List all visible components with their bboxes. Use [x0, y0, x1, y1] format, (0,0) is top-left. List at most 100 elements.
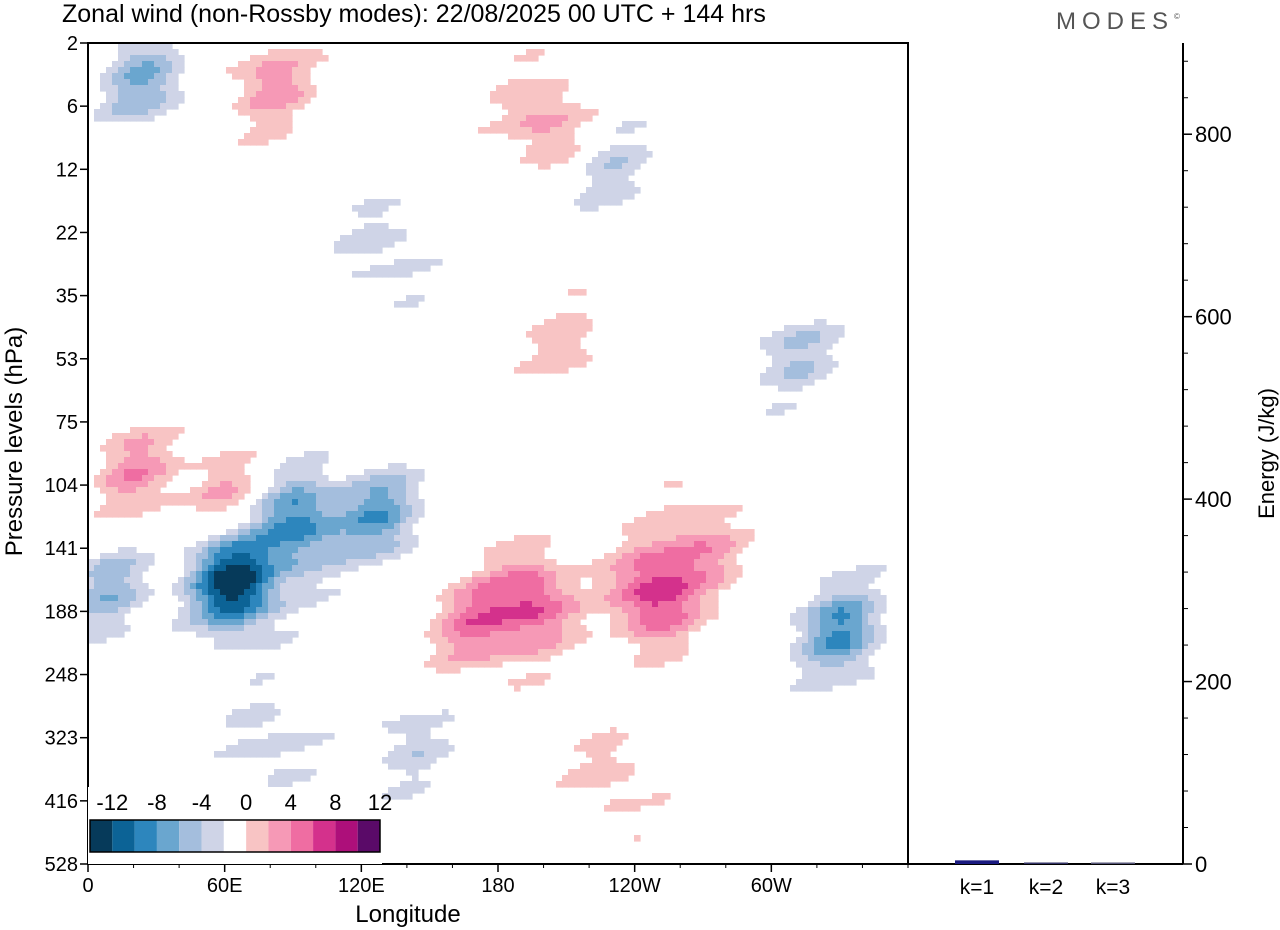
heatmap-cell [256, 643, 263, 650]
heatmap-cell [826, 649, 833, 656]
heatmap-cell [646, 523, 653, 530]
heatmap-cell [550, 625, 557, 632]
heatmap-cell [364, 505, 371, 512]
heatmap-cell [634, 553, 641, 560]
heatmap-cell [532, 613, 539, 620]
heatmap-cell [514, 55, 521, 62]
heatmap-cell [496, 631, 503, 638]
heatmap-cell [148, 427, 155, 434]
heatmap-cell [148, 61, 155, 68]
heatmap-cell [292, 583, 299, 590]
heatmap-cell [616, 193, 623, 200]
heatmap-cell [436, 595, 443, 602]
heatmap-cell [250, 559, 257, 566]
heatmap-cell [634, 601, 641, 608]
heatmap-cell [274, 643, 281, 650]
colorbar-label: -8 [147, 790, 167, 815]
heatmap-cell [298, 517, 305, 524]
heatmap-cell [550, 337, 557, 344]
heatmap-cell [226, 643, 233, 650]
heatmap-cell [838, 679, 845, 686]
heatmap-cell [310, 49, 317, 56]
heatmap-cell [232, 493, 239, 500]
heatmap-cell [556, 85, 563, 92]
heatmap-cell [526, 637, 533, 644]
heatmap-cell [388, 235, 395, 242]
heatmap-cell [694, 613, 701, 620]
heatmap-cell [154, 493, 161, 500]
heatmap-cell [586, 319, 593, 326]
heatmap-cell [100, 109, 107, 116]
heatmap-cell [508, 613, 515, 620]
heatmap-cell [670, 649, 677, 656]
heatmap-cell [418, 787, 425, 794]
heatmap-cell [202, 595, 209, 602]
heatmap-cell [496, 127, 503, 134]
heatmap-cell [400, 271, 407, 278]
heatmap-cell [340, 535, 347, 542]
heatmap-cell [622, 127, 629, 134]
heatmap-cell [682, 523, 689, 530]
heatmap-cell [640, 529, 647, 536]
heatmap-cell [124, 577, 131, 584]
heatmap-cell [580, 313, 587, 320]
heatmap-cell [502, 631, 509, 638]
heatmap-cell [154, 109, 161, 116]
heatmap-cell [244, 631, 251, 638]
heatmap-cell [730, 505, 737, 512]
heatmap-cell [370, 235, 377, 242]
heatmap-cell [136, 595, 143, 602]
heatmap-cell [544, 595, 551, 602]
heatmap-cell [490, 571, 497, 578]
heatmap-cell [394, 493, 401, 500]
heatmap-cell [418, 745, 425, 752]
heatmap-cell [766, 373, 773, 380]
heatmap-cell [526, 151, 533, 158]
heatmap-cell [874, 631, 881, 638]
heatmap-cell [520, 649, 527, 656]
heatmap-cell [394, 469, 401, 476]
heatmap-cell [172, 73, 179, 80]
heatmap-cell [124, 607, 131, 614]
heatmap-cell [370, 241, 377, 248]
heatmap-cell [298, 595, 305, 602]
heatmap-cell [826, 583, 833, 590]
heatmap-cell [598, 583, 605, 590]
heatmap-cell [148, 73, 155, 80]
heatmap-cell [646, 799, 653, 806]
heatmap-cell [166, 49, 173, 56]
heatmap-cell [856, 577, 863, 584]
heatmap-cell [226, 559, 233, 566]
heatmap-cell [394, 547, 401, 554]
heatmap-cell [304, 451, 311, 458]
heatmap-cell [658, 517, 665, 524]
heatmap-cell [466, 613, 473, 620]
heatmap-cell [136, 73, 143, 80]
heatmap-cell [94, 577, 101, 584]
heatmap-cell [298, 739, 305, 746]
heatmap-cell [142, 469, 149, 476]
heatmap-cell [208, 577, 215, 584]
heatmap-cell [472, 619, 479, 626]
heatmap-cell [142, 559, 149, 566]
heatmap-cell [820, 619, 827, 626]
heatmap-cell [100, 595, 107, 602]
heatmap-cell [856, 667, 863, 674]
heatmap-cell [340, 511, 347, 518]
heatmap-cell [226, 529, 233, 536]
heatmap-cell [136, 511, 143, 518]
colorbar-swatch [268, 820, 291, 852]
heatmap-cell [178, 493, 185, 500]
heatmap-cell [214, 475, 221, 482]
heatmap-cell [112, 85, 119, 92]
heatmap-cell [238, 709, 245, 716]
heatmap-cell [130, 115, 137, 122]
heatmap-cell [124, 583, 131, 590]
heatmap-cell [454, 589, 461, 596]
heatmap-cell [106, 625, 113, 632]
heatmap-cell [526, 679, 533, 686]
heatmap-cell [604, 763, 611, 770]
heatmap-cell [262, 631, 269, 638]
heatmap-cell [436, 661, 443, 668]
heatmap-cell [826, 619, 833, 626]
